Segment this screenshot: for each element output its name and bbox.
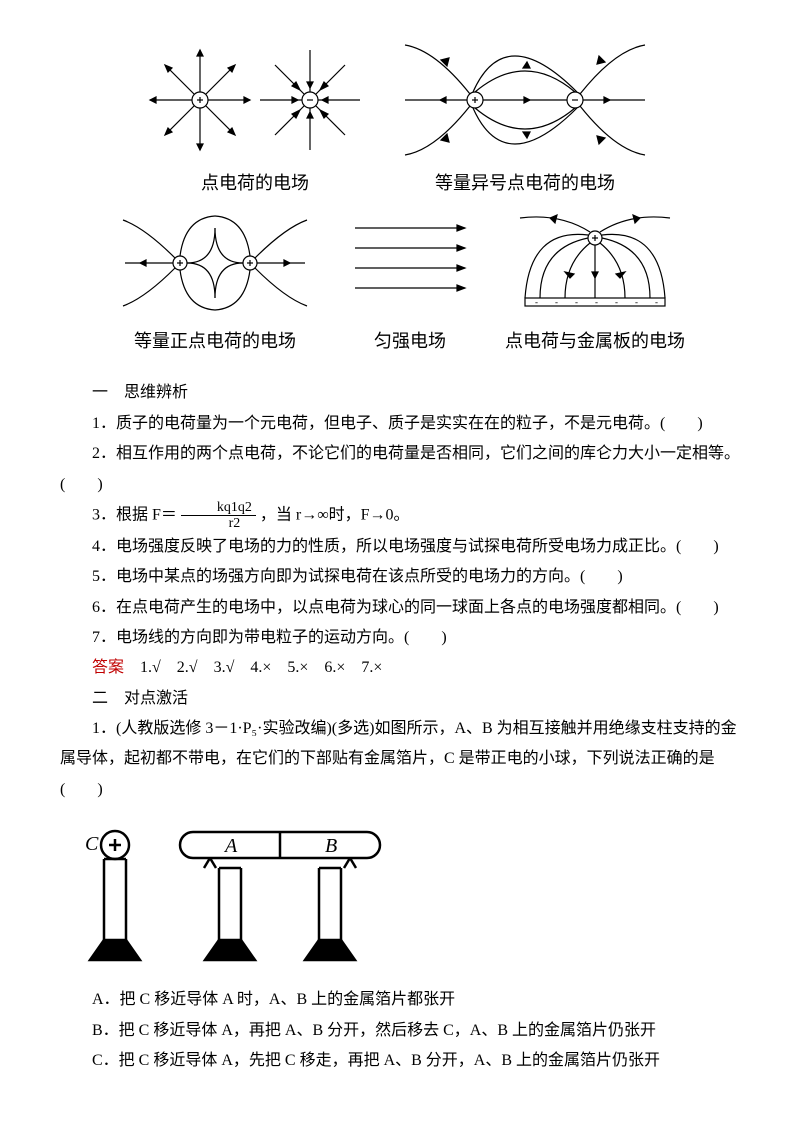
svg-text:-: - [595, 297, 598, 307]
q3-num: kq1q2 [181, 500, 256, 516]
svg-text:A: A [223, 835, 238, 857]
section2-stem: 1．(人教版选修 3－1·P₅·实验改编)(多选)如图所示，A、B 为相互接触并… [60, 714, 740, 805]
q4: 4．电场强度反映了电场的力的性质，所以电场强度与试探电荷所受电场力成正比。( ) [60, 532, 740, 562]
svg-text:-: - [615, 297, 618, 307]
svg-text:-: - [575, 297, 578, 307]
q3-fraction: kq1q2 r2 [181, 500, 256, 532]
optC: C．把 C 移近导体 A，先把 C 移走，再把 A、B 分开，A、B 上的金属箔… [60, 1046, 740, 1076]
dipole-field-svg [395, 40, 655, 160]
q1: 1．质子的电荷量为一个元电荷，但电子、质子是实实在在的粒子，不是元电荷。( ) [60, 409, 740, 439]
uniform-field-svg [345, 208, 475, 318]
fig-uniform: 匀强电场 [345, 208, 475, 358]
svg-text:C: C [85, 833, 99, 855]
fig-label: 匀强电场 [374, 324, 446, 358]
q3-pre: 3．根据 F＝ [92, 507, 177, 524]
q3: 3．根据 F＝ kq1q2 r2 ，当 r→∞时，F→0。 [60, 500, 740, 532]
svg-text:B: B [325, 835, 337, 857]
svg-text:-: - [635, 297, 638, 307]
fig-charge-plate: - - - - - - - 点电荷与金属板的电场 [505, 208, 685, 358]
field-diagrams: 点电荷的电场 等量异号点电荷的电场 [60, 40, 740, 358]
answer-text: 1.√ 2.√ 3.√ 4.× 5.× 6.× 7.× [124, 659, 382, 676]
like-charges-svg [115, 208, 315, 318]
q3-post: ，当 r→∞时，F→0。 [260, 507, 410, 524]
fig-like-charges: 等量正点电荷的电场 [115, 208, 315, 358]
q5: 5．电场中某点的场强方向即为试探电荷在该点所受的电场力的方向。( ) [60, 562, 740, 592]
apparatus-figure: C A B [60, 820, 740, 970]
section1-heading: 一 思维辨析 [60, 378, 740, 408]
fig-dipole: 等量异号点电荷的电场 [395, 40, 655, 200]
charge-plate-svg: --- ---- [510, 208, 680, 318]
section2-heading: 二 对点激活 [60, 684, 740, 714]
fig-point-charges: 点电荷的电场 [145, 40, 365, 200]
fig-label: 等量正点电荷的电场 [134, 324, 296, 358]
figrow-2: 等量正点电荷的电场 匀强电场 - - - - - - - [60, 208, 740, 358]
fig-label: 点电荷与金属板的电场 [505, 324, 685, 358]
optB: B．把 C 移近导体 A，再把 A、B 分开，然后移去 C，A、B 上的金属箔片… [60, 1016, 740, 1046]
svg-text:-: - [535, 297, 538, 307]
fig-label: 点电荷的电场 [201, 166, 309, 200]
q2: 2．相互作用的两个点电荷，不论它们的电荷量是否相同，它们之间的库仑力大小一定相等… [60, 439, 740, 500]
q7: 7．电场线的方向即为带电粒子的运动方向。( ) [60, 623, 740, 653]
svg-text:-: - [555, 297, 558, 307]
fig-label: 等量异号点电荷的电场 [435, 166, 615, 200]
figrow-1: 点电荷的电场 等量异号点电荷的电场 [60, 40, 740, 200]
answer-label: 答案 [92, 659, 124, 676]
answers: 答案 1.√ 2.√ 3.√ 4.× 5.× 6.× 7.× [60, 653, 740, 683]
apparatus-svg: C A B [60, 820, 400, 970]
optA: A．把 C 移近导体 A 时，A、B 上的金属箔片都张开 [60, 985, 740, 1015]
point-charge-field-svg [145, 40, 365, 160]
q6: 6．在点电荷产生的电场中，以点电荷为球心的同一球面上各点的电场强度都相同。( ) [60, 593, 740, 623]
svg-text:-: - [655, 297, 658, 307]
q3-den: r2 [181, 516, 256, 531]
